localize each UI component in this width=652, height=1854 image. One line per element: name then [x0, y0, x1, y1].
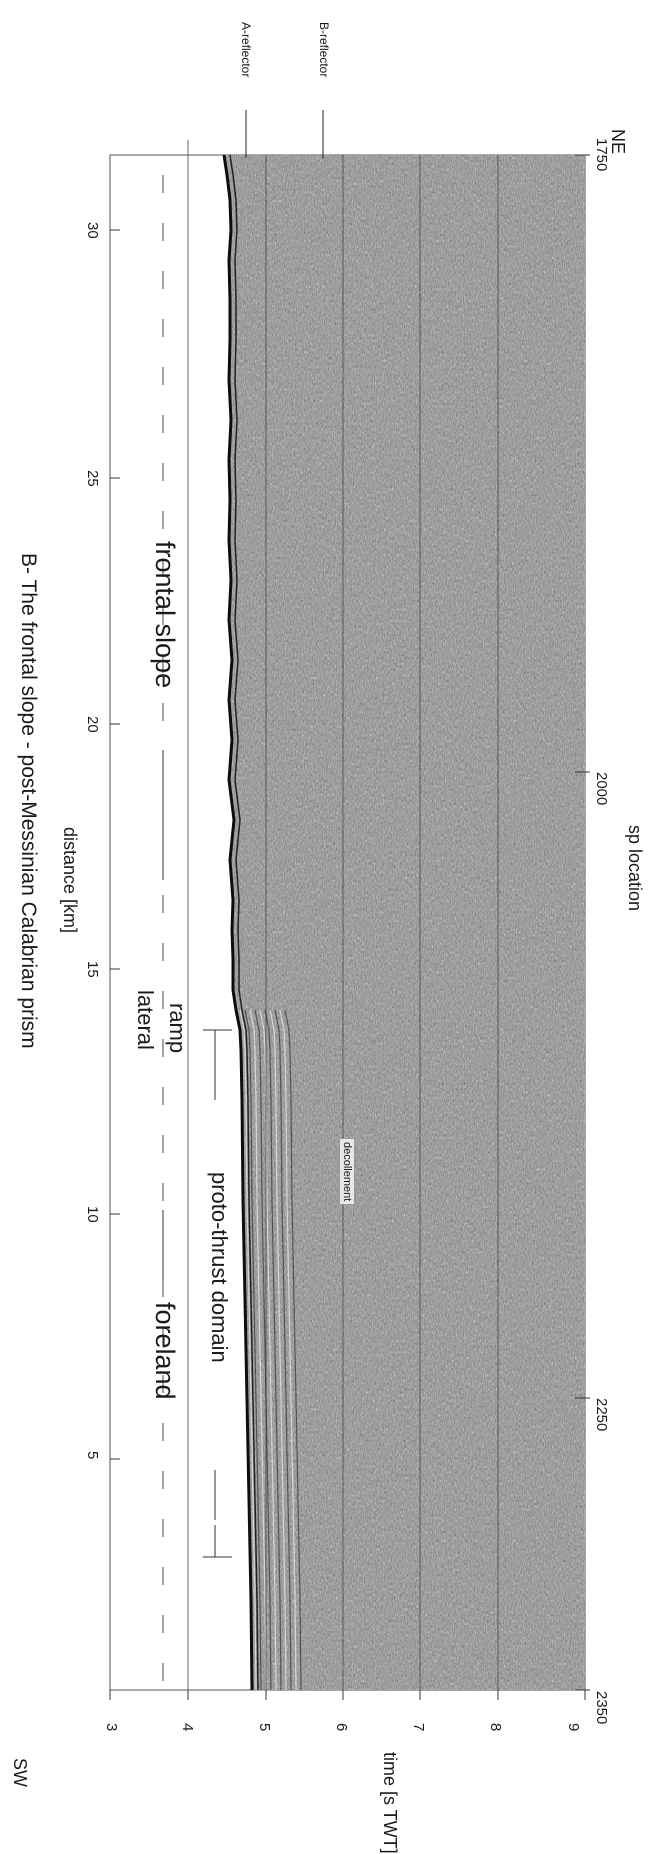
figure-title: B- The frontal slope - post-Messinian Ca…	[17, 553, 40, 1049]
ramp-label: ramp	[165, 1003, 190, 1054]
distance-tick-marks	[110, 229, 120, 1460]
sp-tick-marks	[575, 154, 590, 1691]
sp-tick-label: 1750	[593, 138, 610, 172]
seismic-section	[109, 110, 590, 1700]
time-tick-label: 7	[410, 1723, 427, 1732]
time-axis-label: time [s TWT]	[380, 1752, 400, 1854]
frontal-slope-label: frontal slope	[150, 541, 180, 689]
time-tick-marks	[109, 1690, 586, 1700]
distance-tick-label: 15	[84, 961, 101, 978]
distance-axis-label: distance [km]	[60, 827, 80, 934]
distance-tick-label: 5	[84, 1451, 101, 1460]
sp-tick-label: 2350	[593, 1691, 610, 1725]
distance-tick-label: 20	[84, 716, 101, 733]
foreland-label: foreland	[150, 1302, 180, 1400]
time-tick-label: 3	[103, 1723, 120, 1732]
time-tick-label: 6	[333, 1723, 350, 1732]
orientation-sw: SW	[10, 1758, 30, 1787]
seafloor-reflector	[222, 154, 254, 1691]
time-tick-label: 4	[179, 1723, 196, 1732]
time-tick-label: 5	[256, 1723, 273, 1732]
distance-tick-label: 10	[84, 1206, 101, 1223]
a-reflector-label: A-reflector	[239, 22, 253, 78]
proto-thrust-domain-label: proto-thrust domain	[207, 1172, 232, 1363]
time-tick-label: 9	[565, 1723, 582, 1732]
b-reflector-label: B-reflector	[317, 22, 331, 78]
distance-tick-label: 30	[84, 222, 101, 239]
orientation-ne: NE	[608, 129, 628, 155]
seafloor-multiple	[229, 154, 259, 1691]
sp-tick-label: 2250	[593, 1398, 610, 1432]
seismic-image	[224, 155, 585, 1690]
distance-tick-label: 25	[84, 470, 101, 487]
decollement-label: decollement	[339, 1138, 355, 1206]
time-tick-label: 8	[487, 1723, 504, 1732]
sp-axis-label: sp location	[625, 825, 645, 912]
sp-tick-label: 2000	[593, 772, 610, 806]
lateral-label: lateral	[133, 990, 158, 1050]
time-grid	[265, 155, 499, 1690]
